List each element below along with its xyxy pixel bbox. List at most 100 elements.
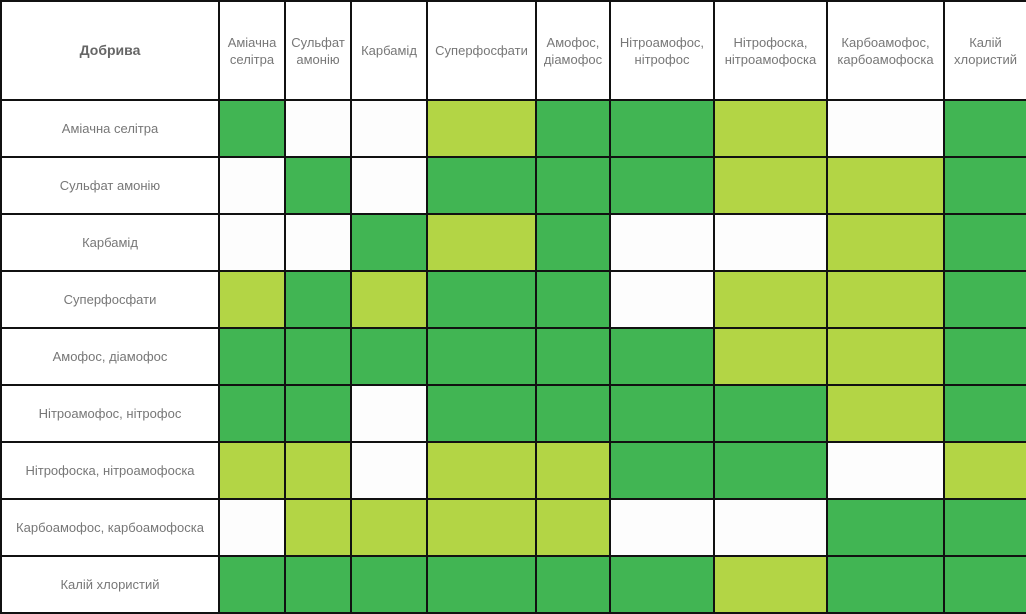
row-header: Нітроамофос, нітрофос <box>0 384 220 443</box>
matrix-cell <box>218 441 286 500</box>
matrix-cell <box>609 156 715 215</box>
row-header: Нітрофоска, нітроамофоска <box>0 441 220 500</box>
matrix-cell <box>350 156 428 215</box>
matrix-cell <box>943 498 1026 557</box>
matrix-cell <box>943 270 1026 329</box>
matrix-cell <box>713 156 828 215</box>
matrix-cell <box>609 555 715 614</box>
matrix-cell <box>826 270 945 329</box>
matrix-cell <box>350 99 428 158</box>
matrix-cell <box>350 327 428 386</box>
row-header: Карбамід <box>0 213 220 272</box>
matrix-cell <box>609 99 715 158</box>
row-header: Амофос, діамофос <box>0 327 220 386</box>
matrix-cell <box>350 498 428 557</box>
matrix-cell <box>943 213 1026 272</box>
matrix-cell <box>535 555 611 614</box>
table-row: Нітроамофос, нітрофос <box>0 384 1026 443</box>
matrix-cell <box>943 99 1026 158</box>
matrix-cell <box>218 555 286 614</box>
matrix-cell <box>713 327 828 386</box>
column-header: Карбамід <box>350 0 428 101</box>
corner-label: Добрива <box>0 0 220 101</box>
matrix-cell <box>826 555 945 614</box>
matrix-cell <box>426 555 537 614</box>
matrix-cell <box>426 156 537 215</box>
matrix-cell <box>713 270 828 329</box>
matrix-cell <box>350 441 428 500</box>
matrix-cell <box>218 498 286 557</box>
matrix-cell <box>535 327 611 386</box>
matrix-cell <box>713 99 828 158</box>
matrix-cell <box>826 213 945 272</box>
matrix-cell <box>943 441 1026 500</box>
matrix-cell <box>713 555 828 614</box>
matrix-cell <box>609 270 715 329</box>
matrix-cell <box>535 498 611 557</box>
table-row: Нітрофоска, нітроамофоска <box>0 441 1026 500</box>
matrix-cell <box>218 270 286 329</box>
matrix-cell <box>350 384 428 443</box>
matrix-cell <box>426 99 537 158</box>
matrix-cell <box>426 498 537 557</box>
matrix-cell <box>609 384 715 443</box>
table-row: Сульфат амонію <box>0 156 1026 215</box>
table-row: Амофос, діамофос <box>0 327 1026 386</box>
matrix-cell <box>426 441 537 500</box>
matrix-cell <box>943 555 1026 614</box>
column-header: Калій хлористий <box>943 0 1026 101</box>
matrix-cell <box>826 441 945 500</box>
matrix-cell <box>609 498 715 557</box>
column-header: Карбоамофос, карбоамофоска <box>826 0 945 101</box>
matrix-cell <box>350 270 428 329</box>
matrix-cell <box>218 156 286 215</box>
header-row: Добрива Аміачна селітра Сульфат амонію Кар… <box>0 0 1026 101</box>
column-header: Нітрофоска, нітроамофоска <box>713 0 828 101</box>
matrix-cell <box>218 99 286 158</box>
matrix-cell <box>609 441 715 500</box>
table-row: Суперфосфати <box>0 270 1026 329</box>
matrix-cell <box>713 498 828 557</box>
matrix-cell <box>284 384 352 443</box>
matrix-cell <box>826 99 945 158</box>
matrix-cell <box>943 384 1026 443</box>
row-header: Аміачна селітра <box>0 99 220 158</box>
matrix-cell <box>535 156 611 215</box>
matrix-cell <box>284 441 352 500</box>
matrix-cell <box>826 384 945 443</box>
matrix-cell <box>826 156 945 215</box>
matrix-cell <box>535 270 611 329</box>
matrix-cell <box>826 327 945 386</box>
column-header: Аміачна селітра <box>218 0 286 101</box>
row-header: Суперфосфати <box>0 270 220 329</box>
matrix-cell <box>284 213 352 272</box>
table-row: Аміачна селітра <box>0 99 1026 158</box>
matrix-cell <box>713 441 828 500</box>
matrix-cell <box>609 213 715 272</box>
matrix-cell <box>943 327 1026 386</box>
matrix-cell <box>826 498 945 557</box>
column-header: Суперфосфати <box>426 0 537 101</box>
matrix-cell <box>284 327 352 386</box>
table-body: Аміачна селітра Сульфат амонію Карбамід Суп… <box>0 99 1026 614</box>
matrix-cell <box>943 156 1026 215</box>
matrix-cell <box>535 384 611 443</box>
column-header: Сульфат амонію <box>284 0 352 101</box>
column-header: Амофос, діамофос <box>535 0 611 101</box>
matrix-cell <box>284 270 352 329</box>
matrix-cell <box>284 99 352 158</box>
table-row: Калій хлористий <box>0 555 1026 614</box>
matrix-cell <box>350 213 428 272</box>
matrix-cell <box>535 99 611 158</box>
matrix-cell <box>426 384 537 443</box>
matrix-cell <box>218 213 286 272</box>
column-header: Нітроамофос, нітрофос <box>609 0 715 101</box>
table-row: Карбоамофос, карбоамофоска <box>0 498 1026 557</box>
matrix-cell <box>713 213 828 272</box>
matrix-cell <box>426 270 537 329</box>
matrix-cell <box>426 213 537 272</box>
matrix-cell <box>535 441 611 500</box>
matrix-cell <box>713 384 828 443</box>
row-header: Сульфат амонію <box>0 156 220 215</box>
